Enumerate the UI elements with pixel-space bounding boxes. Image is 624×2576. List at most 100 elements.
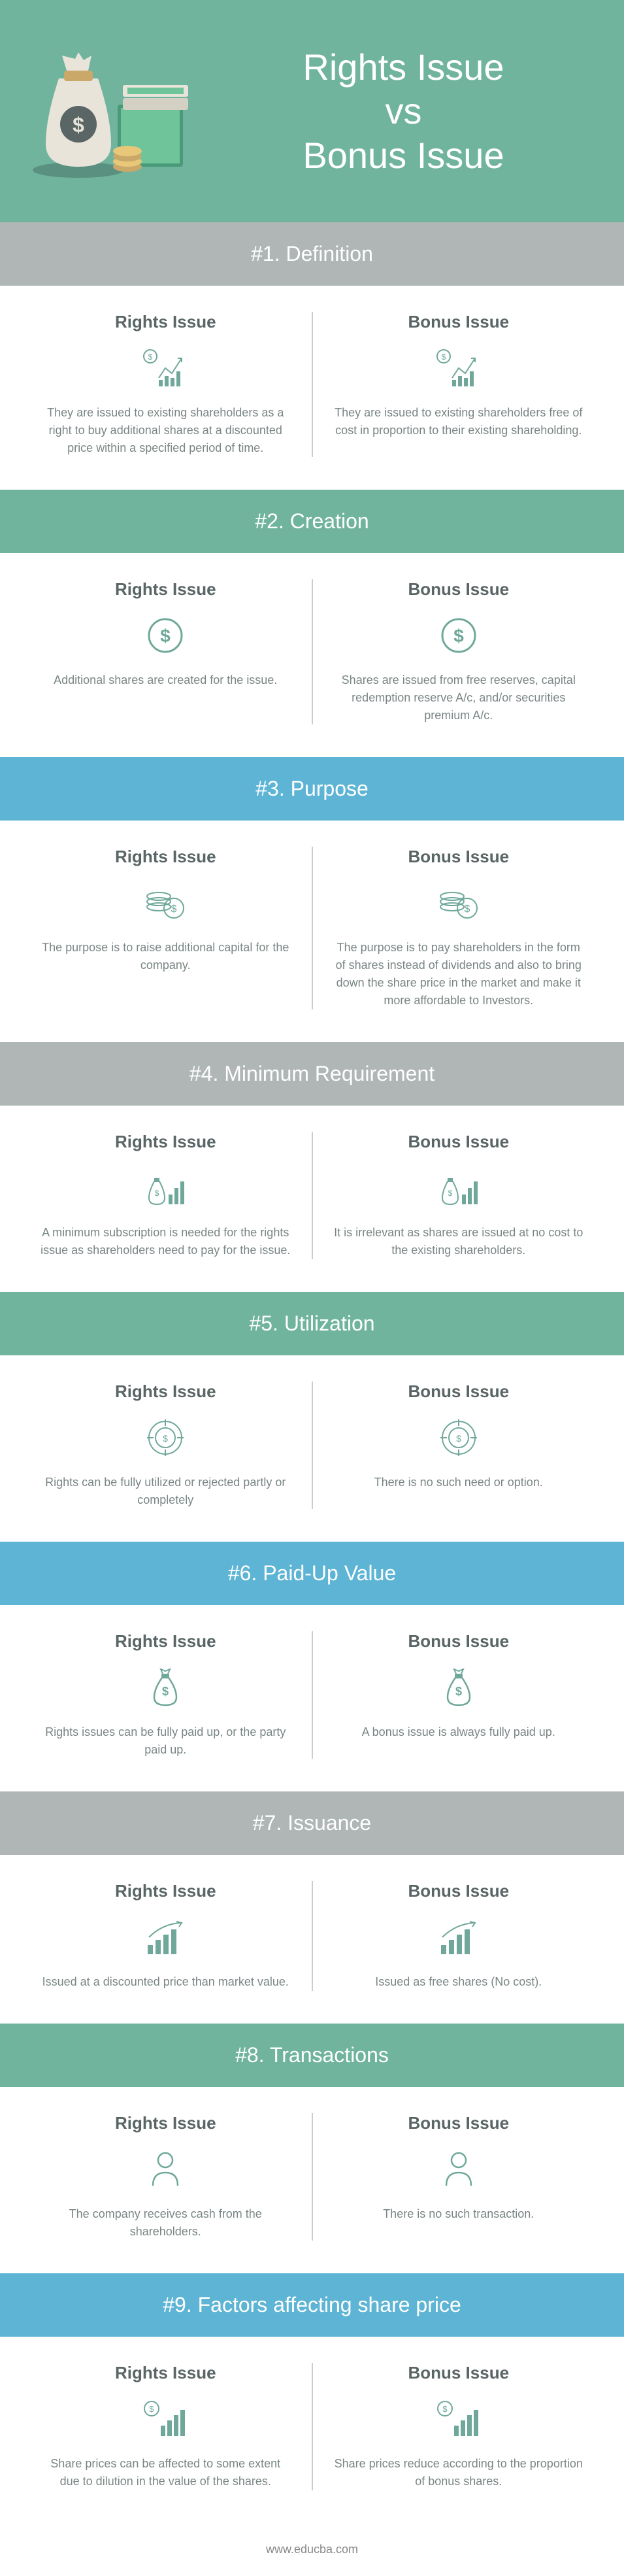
dollar-circle-icon: $ xyxy=(39,613,292,658)
svg-text:$: $ xyxy=(453,626,464,646)
right-col: Bonus Issue$The purpose is to pay shareh… xyxy=(313,847,605,1009)
left-col-title: Rights Issue xyxy=(39,847,292,867)
left-col: Rights Issue$They are issued to existing… xyxy=(20,312,313,457)
left-col-title: Rights Issue xyxy=(39,579,292,600)
right-col: Bonus Issue $ Share prices reduce accordin… xyxy=(313,2363,605,2490)
left-col: Rights Issue Issued at a discounted price… xyxy=(20,1881,313,1991)
right-col-title: Bonus Issue xyxy=(333,2363,585,2383)
left-col: Rights Issue The company receives cash fr… xyxy=(20,2113,313,2241)
section-heading-6: #6. Paid-Up Value xyxy=(0,1542,624,1605)
right-col-title: Bonus Issue xyxy=(333,579,585,600)
left-col-text: The purpose is to raise additional capit… xyxy=(39,939,292,974)
right-col: Bonus Issue $ They are issued to existing … xyxy=(313,312,605,457)
chart-icon: $ xyxy=(333,345,585,391)
left-col-title: Rights Issue xyxy=(39,312,292,332)
person-icon xyxy=(333,2146,585,2192)
target-icon: $ xyxy=(333,1415,585,1461)
left-col-text: Rights can be fully utilized or rejected… xyxy=(39,1474,292,1509)
right-col-title: Bonus Issue xyxy=(333,2113,585,2133)
svg-text:$: $ xyxy=(162,1685,169,1698)
left-col-text: Rights issues can be fully paid up, or t… xyxy=(39,1723,292,1759)
compare-row-2: Rights Issue $ Additional shares are creat… xyxy=(0,553,624,757)
right-col-text: Issued as free shares (No cost). xyxy=(333,1973,585,1991)
compare-row-3: Rights Issue $ The purpose is to raise add… xyxy=(0,821,624,1042)
svg-text:$: $ xyxy=(455,1685,462,1698)
bag-icon: $ xyxy=(333,1665,585,1710)
section-heading-5: #5. Utilization xyxy=(0,1292,624,1355)
section-heading-1: #1. Definition xyxy=(0,222,624,286)
target-icon: $ xyxy=(39,1415,292,1461)
svg-text:$: $ xyxy=(448,1189,452,1198)
compare-row-6: Rights Issue $ Rights issues can be fully … xyxy=(0,1605,624,1791)
left-col-text: A minimum subscription is needed for the… xyxy=(39,1224,292,1259)
svg-text:$: $ xyxy=(456,1433,461,1444)
left-col-text: Additional shares are created for the is… xyxy=(39,671,292,689)
svg-text:$: $ xyxy=(155,1189,159,1198)
left-col: Rights Issue $ The purpose is to raise add… xyxy=(20,847,313,1009)
compare-row-4: Rights Issue $ A minimum subscription is n… xyxy=(0,1106,624,1292)
left-col-text: Share prices can be affected to some ext… xyxy=(39,2455,292,2490)
left-col: Rights Issue $ Rights issues can be fully … xyxy=(20,1631,313,1759)
dollar-circle-icon: $ xyxy=(333,613,585,658)
right-col: Bonus Issue$It is irrelevant as shares a… xyxy=(313,1132,605,1259)
compare-row-1: Rights Issue $ They are issued to existing… xyxy=(0,286,624,490)
bag-chart-icon: $ xyxy=(333,1165,585,1211)
bar-dollar-icon: $ xyxy=(39,2396,292,2442)
svg-text:$: $ xyxy=(150,2404,155,2414)
right-col-title: Bonus Issue xyxy=(333,1631,585,1652)
svg-text:$: $ xyxy=(73,113,84,137)
right-col: Bonus Issue $ Shares are issued from free … xyxy=(313,579,605,724)
footer-url: www.educba.com xyxy=(0,2523,624,2576)
right-col: Bonus Issue There is no such transaction. xyxy=(313,2113,605,2241)
svg-text:$: $ xyxy=(171,904,177,915)
left-col: Rights Issue $ A minimum subscription is n… xyxy=(20,1132,313,1259)
section-heading-3: #3. Purpose xyxy=(0,757,624,821)
right-col-text: There is no such transaction. xyxy=(333,2205,585,2223)
bag-icon: $ xyxy=(39,1665,292,1710)
svg-text:$: $ xyxy=(148,352,153,362)
svg-text:$: $ xyxy=(163,1433,168,1444)
right-col: Bonus Issue $ A bonus issue is always full… xyxy=(313,1631,605,1759)
bag-chart-icon: $ xyxy=(39,1165,292,1211)
right-col-title: Bonus Issue xyxy=(333,1381,585,1402)
right-col-text: The purpose is to pay shareholders in th… xyxy=(333,939,585,1009)
right-col-text: Shares are issued from free reserves, ca… xyxy=(333,671,585,724)
left-col: Rights Issue $ Share prices can be affecte… xyxy=(20,2363,313,2490)
person-icon xyxy=(39,2146,292,2192)
coins-icon: $ xyxy=(39,880,292,926)
right-col-text: Share prices reduce according to the pro… xyxy=(333,2455,585,2490)
coins-icon: $ xyxy=(333,880,585,926)
compare-row-7: Rights Issue Issued at a discounted price… xyxy=(0,1855,624,2024)
left-col-title: Rights Issue xyxy=(39,2113,292,2133)
bar-dollar-icon: $ xyxy=(333,2396,585,2442)
compare-row-8: Rights Issue The company receives cash fr… xyxy=(0,2087,624,2273)
left-col-text: Issued at a discounted price than market… xyxy=(39,1973,292,1991)
right-col-title: Bonus Issue xyxy=(333,312,585,332)
section-heading-2: #2. Creation xyxy=(0,490,624,553)
right-col-title: Bonus Issue xyxy=(333,1132,585,1152)
left-col-title: Rights Issue xyxy=(39,1381,292,1402)
left-col-title: Rights Issue xyxy=(39,2363,292,2383)
compare-row-5: Rights Issue $ Rights can be fully utilize… xyxy=(0,1355,624,1542)
svg-text:$: $ xyxy=(464,904,470,915)
section-heading-4: #4. Minimum Requirement xyxy=(0,1042,624,1106)
left-col-text: The company receives cash from the share… xyxy=(39,2205,292,2241)
left-col-title: Rights Issue xyxy=(39,1132,292,1152)
svg-text:$: $ xyxy=(441,352,446,362)
header: $ Rights Issue vs Bonus Issue xyxy=(0,0,624,222)
svg-text:$: $ xyxy=(160,626,171,646)
right-col: Bonus Issue Issued as free shares (No cos… xyxy=(313,1881,605,1991)
right-col-text: They are issued to existing shareholders… xyxy=(333,404,585,439)
right-col-text: A bonus issue is always fully paid up. xyxy=(333,1723,585,1741)
growth-icon xyxy=(333,1914,585,1960)
right-col-title: Bonus Issue xyxy=(333,1881,585,1901)
chart-icon: $ xyxy=(39,345,292,391)
right-col: Bonus Issue $ There is no such need or opt… xyxy=(313,1381,605,1509)
left-col-title: Rights Issue xyxy=(39,1881,292,1901)
left-col: Rights Issue $ Rights can be fully utilize… xyxy=(20,1381,313,1509)
left-col: Rights Issue $ Additional shares are creat… xyxy=(20,579,313,724)
right-col-text: There is no such need or option. xyxy=(333,1474,585,1491)
section-heading-8: #8. Transactions xyxy=(0,2024,624,2087)
left-col-title: Rights Issue xyxy=(39,1631,292,1652)
growth-icon xyxy=(39,1914,292,1960)
